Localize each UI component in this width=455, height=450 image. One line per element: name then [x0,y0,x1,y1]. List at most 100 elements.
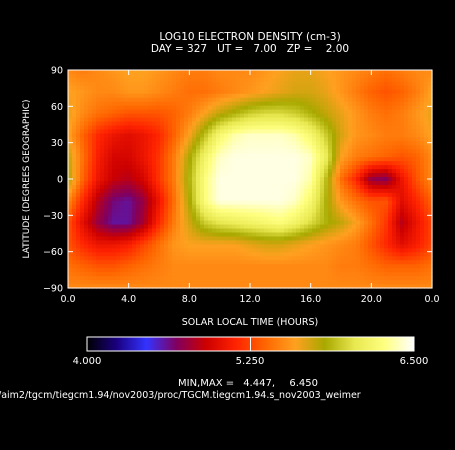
heatmap-cell [156,70,161,75]
heatmap-cell [428,280,433,285]
heatmap-cell [424,220,429,226]
heatmap-cell [264,125,269,131]
heatmap-cell [236,93,241,99]
heatmap-cell [96,141,101,146]
heatmap-cell [384,244,389,249]
heatmap-cell [312,113,317,119]
heatmap-cell [112,153,117,158]
heatmap-cell [424,236,429,242]
heatmap-cell [72,81,77,87]
heatmap-cell [340,153,345,158]
heatmap-cell [76,224,81,230]
heatmap-cell [288,224,293,230]
heatmap-cell [268,260,273,265]
heatmap-cell [192,220,197,226]
heatmap-cell [340,113,345,119]
heatmap-cell [140,113,145,119]
heatmap-cell [408,70,413,75]
heatmap-cell [356,280,361,285]
heatmap-cell [104,145,109,150]
heatmap-cell [108,129,113,135]
heatmap-cell [416,93,421,99]
heatmap-cell [428,216,433,222]
heatmap-cell [264,272,269,277]
heatmap-cell [300,105,305,111]
heatmap-cell [424,268,429,273]
heatmap-cell [176,232,181,238]
heatmap-cell [344,248,349,253]
heatmap-cell [328,161,333,166]
heatmap-cell [324,268,329,273]
heatmap-cell [420,129,425,135]
heatmap-cell [196,184,201,190]
heatmap-cell [376,153,381,158]
heatmap-cell [88,70,93,75]
heatmap-cell [200,169,205,174]
heatmap-cell [260,240,265,245]
heatmap-cell [316,121,321,127]
heatmap-cell [288,248,293,253]
heatmap-cell [180,264,185,269]
heatmap-cell [84,173,89,178]
heatmap-cell [380,220,385,226]
heatmap-cell [148,133,153,138]
heatmap-cell [260,125,265,131]
heatmap-cell [96,272,101,277]
heatmap-cell [312,268,317,273]
heatmap-cell [92,184,97,190]
heatmap-cell [112,208,117,214]
heatmap-cell [348,105,353,111]
heatmap-cell [184,165,189,170]
heatmap-cell [148,240,153,245]
heatmap-cell [340,224,345,230]
heatmap-cell [104,113,109,119]
heatmap-cell [92,165,97,170]
heatmap-cell [176,153,181,158]
heatmap-cell [360,133,365,138]
heatmap-cell [260,101,265,107]
heatmap-cell [100,180,105,186]
heatmap-cell [256,200,261,206]
heatmap-cell [288,236,293,242]
heatmap-cell [176,268,181,273]
heatmap-cell [152,192,157,198]
heatmap-cell [152,188,157,194]
heatmap-cell [112,248,117,253]
heatmap-cell [240,264,245,269]
heatmap-cell [100,184,105,190]
heatmap-cell [392,121,397,127]
heatmap-cell [392,93,397,99]
heatmap-cell [160,228,165,234]
heatmap-cell [256,77,261,83]
heatmap-cell [88,141,93,146]
heatmap-cell [164,133,169,138]
heatmap-cell [96,264,101,269]
heatmap-cell [96,133,101,138]
heatmap-cell [240,133,245,138]
heatmap-cell [192,284,197,289]
heatmap-cell [352,260,357,265]
heatmap-cell [204,129,209,135]
heatmap-cell [136,276,141,281]
heatmap-cell [244,121,249,127]
heatmap-cell [184,117,189,123]
heatmap-cell [328,196,333,202]
heatmap-cell [368,153,373,158]
heatmap-cell [204,177,209,182]
heatmap-cell [348,173,353,178]
heatmap-cell [332,284,337,289]
heatmap-cell [236,192,241,198]
heatmap-cell [112,256,117,261]
heatmap-cell [340,137,345,142]
heatmap-cell [188,188,193,194]
heatmap-cell [204,85,209,91]
heatmap-cell [312,240,317,245]
heatmap-cell [132,272,137,277]
heatmap-cell [172,248,177,253]
heatmap-cell [412,149,417,154]
heatmap-cell [92,224,97,230]
heatmap-cell [324,212,329,218]
heatmap-cell [292,232,297,238]
heatmap-cell [148,145,153,150]
heatmap-cell [256,220,261,226]
